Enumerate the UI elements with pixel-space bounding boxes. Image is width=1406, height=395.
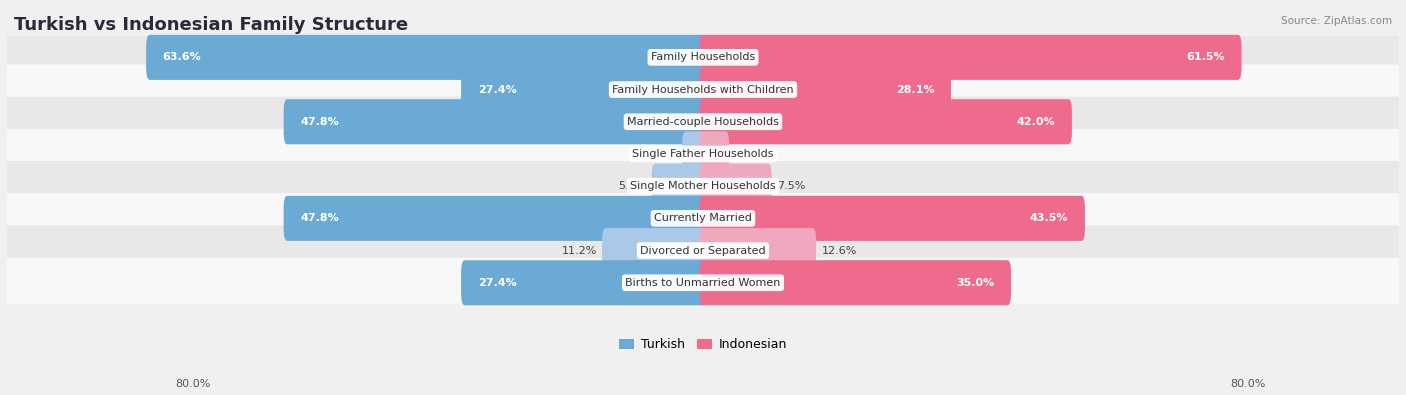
Text: 28.1%: 28.1% — [896, 85, 935, 94]
Text: Single Father Households: Single Father Households — [633, 149, 773, 159]
FancyBboxPatch shape — [602, 228, 706, 273]
FancyBboxPatch shape — [700, 132, 730, 177]
Text: 47.8%: 47.8% — [299, 117, 339, 127]
FancyBboxPatch shape — [461, 67, 706, 112]
FancyBboxPatch shape — [700, 164, 772, 209]
Text: 27.4%: 27.4% — [478, 85, 516, 94]
Legend: Turkish, Indonesian: Turkish, Indonesian — [614, 333, 792, 356]
Text: Currently Married: Currently Married — [654, 213, 752, 223]
FancyBboxPatch shape — [284, 196, 706, 241]
Text: Married-couple Households: Married-couple Households — [627, 117, 779, 127]
FancyBboxPatch shape — [146, 35, 706, 80]
Text: Family Households: Family Households — [651, 53, 755, 62]
Text: 43.5%: 43.5% — [1031, 213, 1069, 223]
FancyBboxPatch shape — [4, 161, 1402, 211]
Text: Family Households with Children: Family Households with Children — [612, 85, 794, 94]
Text: 7.5%: 7.5% — [778, 181, 806, 191]
FancyBboxPatch shape — [700, 228, 815, 273]
FancyBboxPatch shape — [284, 99, 706, 144]
Text: 61.5%: 61.5% — [1187, 53, 1225, 62]
FancyBboxPatch shape — [4, 193, 1402, 243]
Text: 11.2%: 11.2% — [561, 246, 598, 256]
Text: 42.0%: 42.0% — [1017, 117, 1056, 127]
FancyBboxPatch shape — [700, 260, 1011, 305]
FancyBboxPatch shape — [461, 260, 706, 305]
Text: 80.0%: 80.0% — [1230, 379, 1265, 389]
Text: 63.6%: 63.6% — [163, 53, 201, 62]
Text: 47.8%: 47.8% — [299, 213, 339, 223]
FancyBboxPatch shape — [700, 99, 1071, 144]
Text: 2.0%: 2.0% — [648, 149, 676, 159]
Text: 80.0%: 80.0% — [176, 379, 211, 389]
FancyBboxPatch shape — [700, 67, 950, 112]
Text: 12.6%: 12.6% — [821, 246, 856, 256]
Text: Single Mother Households: Single Mother Households — [630, 181, 776, 191]
Text: 5.5%: 5.5% — [619, 181, 647, 191]
FancyBboxPatch shape — [4, 32, 1402, 83]
FancyBboxPatch shape — [4, 129, 1402, 179]
FancyBboxPatch shape — [700, 196, 1085, 241]
Text: 27.4%: 27.4% — [478, 278, 516, 288]
Text: Births to Unmarried Women: Births to Unmarried Women — [626, 278, 780, 288]
FancyBboxPatch shape — [682, 132, 706, 177]
FancyBboxPatch shape — [651, 164, 706, 209]
FancyBboxPatch shape — [4, 226, 1402, 276]
Text: Turkish vs Indonesian Family Structure: Turkish vs Indonesian Family Structure — [14, 16, 408, 34]
FancyBboxPatch shape — [4, 258, 1402, 308]
FancyBboxPatch shape — [4, 97, 1402, 147]
FancyBboxPatch shape — [4, 64, 1402, 115]
FancyBboxPatch shape — [700, 35, 1241, 80]
Text: Source: ZipAtlas.com: Source: ZipAtlas.com — [1281, 16, 1392, 26]
Text: 2.6%: 2.6% — [734, 149, 762, 159]
Text: Divorced or Separated: Divorced or Separated — [640, 246, 766, 256]
Text: 35.0%: 35.0% — [956, 278, 994, 288]
